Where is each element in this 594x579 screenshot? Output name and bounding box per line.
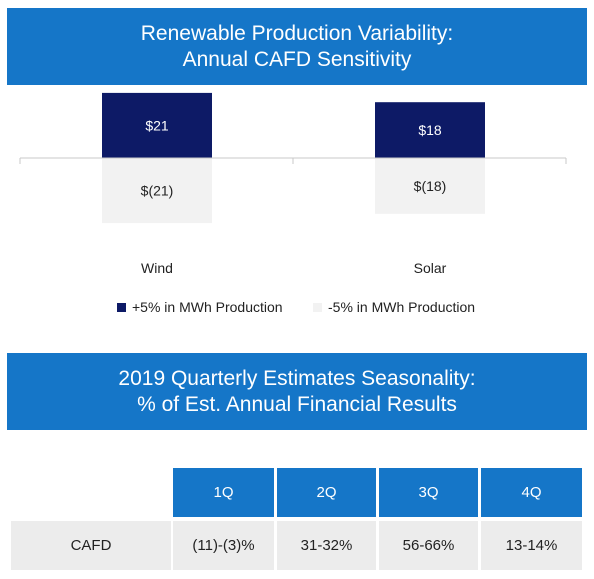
category-label-wind: Wind (141, 260, 173, 276)
bottom-banner-line2: % of Est. Annual Financial Results (137, 392, 457, 416)
bottom-banner-line1: 2019 Quarterly Estimates Seasonality: (118, 366, 476, 390)
legend-item-positive: +5% in MWh Production (117, 299, 283, 315)
table-cell-2q: 31-32% (277, 521, 376, 570)
chart-legend: +5% in MWh Production -5% in MWh Product… (0, 299, 594, 317)
data-label-wind-positive: $21 (145, 117, 169, 133)
legend-label-positive: +5% in MWh Production (132, 299, 283, 315)
legend-label-negative: -5% in MWh Production (328, 299, 476, 315)
legend-item-negative: -5% in MWh Production (313, 299, 475, 315)
table-header-3q: 3Q (379, 468, 478, 517)
top-banner-line1: Renewable Production Variability: (140, 21, 454, 45)
bar-wind-negative (102, 158, 212, 224)
bar-solar-negative (375, 158, 485, 214)
bar-solar-positive (375, 102, 485, 158)
bottom-banner: 2019 Quarterly Estimates Seasonality: % … (7, 353, 587, 430)
top-banner-line2: Annual CAFD Sensitivity (182, 47, 412, 71)
data-label-solar-negative: $(18) (414, 178, 447, 194)
bar-wind-positive (102, 92, 212, 158)
legend-swatch-positive (117, 302, 126, 312)
category-label-solar: Solar (414, 260, 447, 276)
table-header-2q: 2Q (277, 468, 376, 517)
legend-swatch-negative (313, 302, 322, 312)
data-label-solar-positive: $18 (418, 122, 442, 138)
table-header-1q: 1Q (173, 468, 274, 517)
table-cell-3q: 56-66% (379, 521, 478, 570)
table-header-4q: 4Q (481, 468, 582, 517)
data-label-wind-negative: $(21) (141, 183, 174, 199)
table-row-label: CAFD (11, 521, 171, 570)
table-cell-4q: 13-14% (481, 521, 582, 570)
top-banner: Renewable Production Variability: Annual… (7, 8, 587, 85)
table-cell-1q: (11)-(3)% (173, 521, 274, 570)
cafd-sensitivity-chart: $21 $18 $(21) $(18) Wind Solar (19, 92, 567, 276)
